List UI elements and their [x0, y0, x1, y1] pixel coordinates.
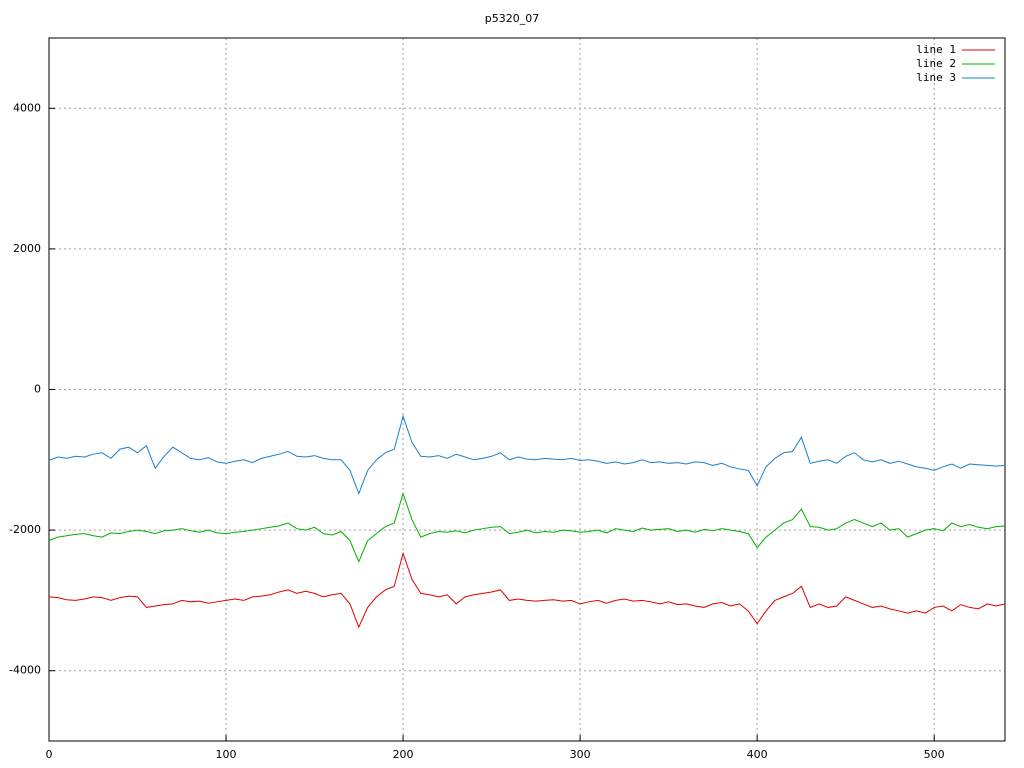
chart-title: p5320_07 [485, 12, 539, 25]
legend-label: line 2 [916, 57, 956, 70]
series-line [48, 491, 1006, 564]
series-line [48, 414, 1006, 495]
x-tick-label: 300 [570, 748, 591, 761]
legend-label: line 1 [916, 43, 956, 56]
series-line [48, 551, 1006, 629]
y-tick-label: -2000 [9, 523, 41, 536]
x-tick-label: 500 [924, 748, 945, 761]
x-tick-label: 100 [216, 748, 237, 761]
x-tick-label: 0 [46, 748, 53, 761]
y-tick-label: 2000 [13, 242, 41, 255]
y-tick-label: 0 [34, 383, 41, 396]
legend-label: line 3 [916, 71, 956, 84]
x-tick-label: 400 [747, 748, 768, 761]
x-tick-label: 200 [393, 748, 414, 761]
plot-frame [48, 37, 1006, 742]
y-tick-label: 4000 [13, 101, 41, 114]
y-tick-label: -4000 [9, 664, 41, 677]
